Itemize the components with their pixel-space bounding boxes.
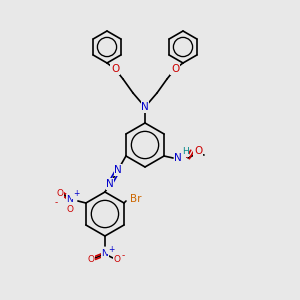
Text: O: O: [87, 254, 94, 263]
Text: N: N: [106, 179, 114, 189]
Text: O: O: [111, 64, 119, 74]
Text: N: N: [67, 194, 73, 203]
Text: N: N: [102, 250, 108, 259]
Text: N: N: [114, 165, 122, 175]
Text: +: +: [73, 190, 79, 199]
Text: N: N: [174, 153, 182, 163]
Text: -: -: [121, 251, 124, 260]
Text: O: O: [171, 64, 179, 74]
Text: Br: Br: [130, 194, 142, 204]
Text: O: O: [194, 146, 202, 156]
Text: O: O: [56, 188, 63, 197]
Text: O: O: [66, 205, 74, 214]
Text: +: +: [108, 244, 114, 253]
Text: N: N: [141, 102, 149, 112]
Text: H: H: [182, 148, 188, 157]
Text: O: O: [113, 254, 120, 263]
Text: -: -: [54, 199, 58, 208]
